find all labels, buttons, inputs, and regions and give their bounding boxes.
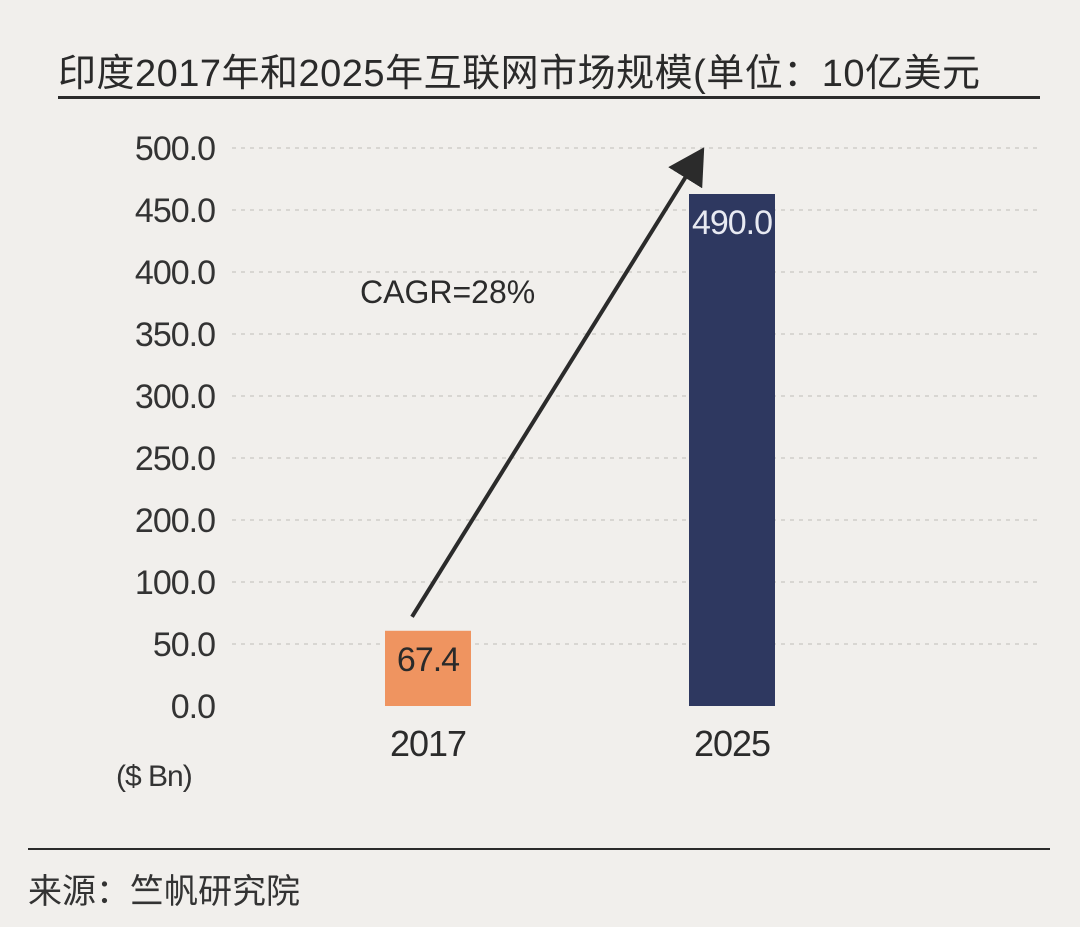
y-tick-label: 250.0: [135, 440, 215, 478]
cagr-arrow: [410, 147, 705, 618]
y-axis-unit-label: ($ Bn): [116, 760, 193, 793]
y-tick-label: 50.0: [153, 626, 215, 664]
y-tick-label: 0.0: [171, 688, 215, 726]
value-label-2017: 67.4: [397, 641, 459, 679]
cagr-annotation: CAGR=28%: [360, 274, 536, 310]
y-tick-label: 300.0: [135, 378, 215, 416]
gridlines: [232, 147, 1040, 645]
bars: [385, 194, 775, 706]
footer-divider: [28, 848, 1050, 850]
y-tick-label: 450.0: [135, 192, 215, 230]
bar-2025: [689, 194, 775, 706]
value-label-2025: 490.0: [692, 204, 772, 242]
chart-title: 印度2017年和2025年互联网市场规模(单位：10亿美元: [58, 53, 981, 95]
source-note: 来源：竺帆研究院: [28, 873, 300, 911]
y-tick-label: 400.0: [135, 254, 215, 292]
x-axis-categories: 2017 2025: [390, 723, 771, 764]
y-axis-ticks: 0.0 50.0 100.0 200.0 250.0 300.0 350.0 400.0 450…: [135, 130, 216, 726]
bar-2017: [385, 630, 471, 706]
y-tick-label: 500.0: [135, 130, 215, 168]
y-tick-label: 100.0: [135, 564, 215, 602]
y-tick-label: 350.0: [135, 316, 215, 354]
value-labels: 67.4 490.0: [397, 204, 773, 679]
y-tick-label: 200.0: [135, 502, 215, 540]
category-label-2017: 2017: [390, 723, 466, 764]
title-underline: [58, 96, 1040, 99]
category-label-2025: 2025: [694, 723, 770, 764]
growth-arrow: [410, 147, 705, 618]
